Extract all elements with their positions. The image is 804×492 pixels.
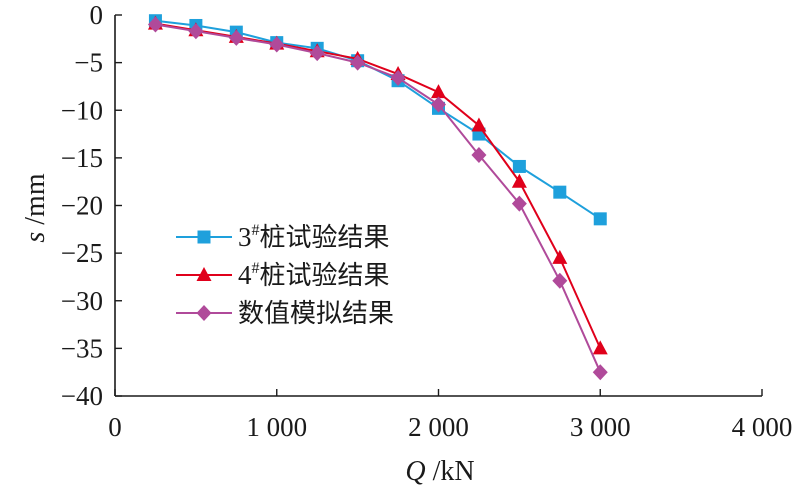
y-axis-variable: s [20,232,51,243]
data-point-triangle [511,173,527,188]
y-tick-label: −30 [61,286,103,316]
legend-item: 数值模拟结果 [176,299,394,329]
y-tick-label: −15 [61,143,103,173]
data-point-diamond [188,23,204,40]
x-tick-label: 4 000 [732,412,793,442]
data-point-diamond [471,147,487,164]
y-tick-label: −40 [61,381,103,411]
series-line [155,23,602,373]
x-tick-label: 3 000 [570,412,631,442]
data-point-square [512,159,526,173]
x-tick-labels: 0 1 000 2 000 3 000 4 000 [108,412,792,442]
y-tick-label: 0 [90,0,104,30]
legend-marker [197,230,211,244]
axes [114,14,763,397]
x-tick-label: 2 000 [408,412,469,442]
y-tick-label: −35 [61,333,103,363]
data-point-square [593,212,607,226]
x-axis-variable: Q [405,456,425,487]
legend-marker [196,305,212,321]
data-point-diamond [511,195,527,212]
data-point-triangle [592,340,608,355]
legend-label: 4#桩试验结果 [238,260,390,291]
data-point-square [553,185,567,199]
data-point-diamond [552,272,568,289]
x-tick-label: 1 000 [246,412,307,442]
y-tick-labels: 0 −5 −10 −15 −20 −25 −30 −35 −40 [61,0,103,411]
x-tick-label: 0 [108,412,122,442]
series-1 [148,14,607,226]
legend-marker [196,267,212,281]
data-point-triangle [471,117,487,132]
data-point-diamond [431,96,446,113]
legend-label: 3#桩试验结果 [238,222,390,253]
x-axis-unit: /kN [426,456,475,487]
series-3 [147,16,608,381]
y-tick-label: −10 [61,95,103,125]
y-axis-label: s /mm [20,173,51,242]
legend-label: 数值模拟结果 [238,299,394,329]
series-line [155,19,601,220]
y-tick-label: −25 [61,238,103,268]
data-point-diamond [269,36,285,53]
data-point-triangle [552,249,568,264]
y-axis-unit: /mm [20,173,51,232]
data-point-diamond [350,54,366,71]
data-point-triangle [431,84,446,99]
data-point-diamond [228,29,244,46]
legend-item: 3#桩试验结果 [176,222,390,253]
series-layer [147,14,608,381]
y-tick-label: −5 [74,48,103,78]
y-tick-label: −20 [61,191,103,221]
x-axis-label: Q /kN [405,456,474,487]
data-point-diamond [309,45,325,62]
data-point-diamond [390,69,406,86]
data-point-diamond [147,16,163,33]
legend-item: 4#桩试验结果 [176,260,390,291]
data-point-diamond [592,364,608,381]
